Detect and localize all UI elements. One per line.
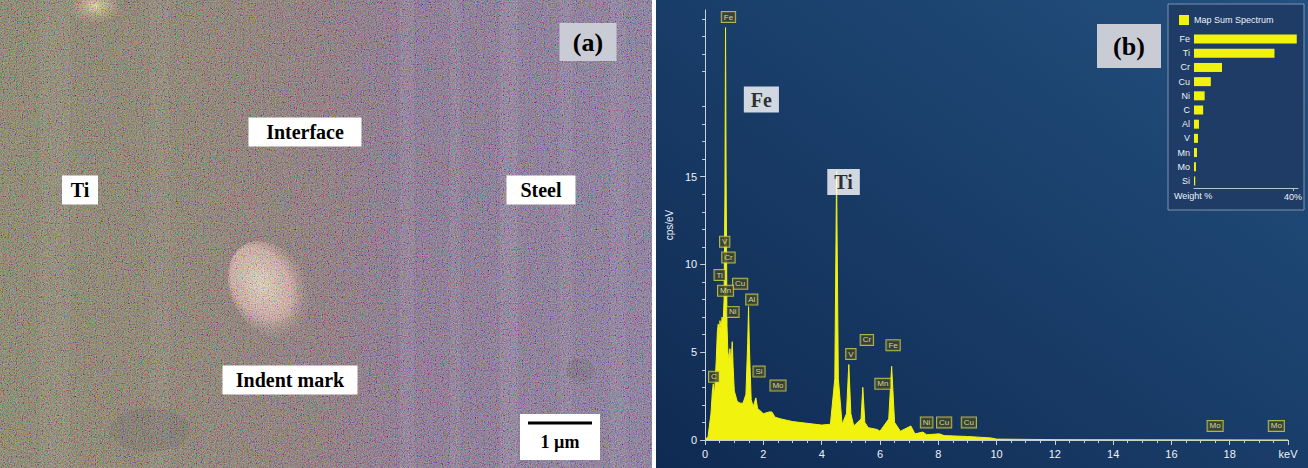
svg-text:Mn: Mn bbox=[720, 286, 731, 295]
svg-text:Mo: Mo bbox=[1271, 421, 1283, 430]
svg-text:C: C bbox=[711, 372, 717, 381]
svg-text:16: 16 bbox=[1165, 448, 1177, 460]
svg-text:C: C bbox=[1184, 105, 1191, 115]
svg-text:Cr: Cr bbox=[863, 335, 872, 344]
svg-text:V: V bbox=[722, 237, 728, 246]
svg-text:Interface: Interface bbox=[266, 121, 344, 143]
svg-text:Cu: Cu bbox=[964, 418, 974, 427]
svg-text:Fe: Fe bbox=[751, 89, 772, 111]
svg-text:40%: 40% bbox=[1284, 192, 1302, 202]
svg-text:12: 12 bbox=[1049, 448, 1061, 460]
svg-text:Steel: Steel bbox=[520, 179, 562, 201]
svg-text:cps/eV: cps/eV bbox=[664, 209, 675, 240]
svg-text:15: 15 bbox=[685, 171, 697, 183]
svg-text:Fe: Fe bbox=[888, 341, 898, 350]
svg-text:keV: keV bbox=[1279, 448, 1299, 460]
svg-text:Ni: Ni bbox=[729, 307, 737, 316]
svg-text:18: 18 bbox=[1224, 448, 1236, 460]
svg-text:1 µm: 1 µm bbox=[541, 432, 580, 452]
svg-text:Ti: Ti bbox=[717, 271, 724, 280]
svg-text:10: 10 bbox=[685, 258, 697, 270]
svg-text:Mo: Mo bbox=[772, 381, 784, 390]
svg-text:8: 8 bbox=[935, 448, 941, 460]
svg-text:Cu: Cu bbox=[939, 418, 949, 427]
svg-text:Ti: Ti bbox=[71, 179, 90, 201]
svg-text:Si: Si bbox=[755, 367, 762, 376]
svg-text:Ni: Ni bbox=[923, 418, 931, 427]
svg-text:Mn: Mn bbox=[877, 379, 888, 388]
svg-text:Ni: Ni bbox=[1182, 91, 1191, 101]
svg-text:0: 0 bbox=[702, 448, 708, 460]
svg-text:14: 14 bbox=[1107, 448, 1119, 460]
svg-text:0: 0 bbox=[691, 434, 697, 446]
svg-text:5: 5 bbox=[691, 346, 697, 358]
svg-text:(b): (b) bbox=[1113, 32, 1145, 61]
svg-text:Ti: Ti bbox=[834, 171, 853, 193]
svg-text:Mo: Mo bbox=[1210, 421, 1222, 430]
svg-text:Al: Al bbox=[748, 295, 755, 304]
svg-text:Mo: Mo bbox=[1177, 162, 1190, 172]
svg-text:Si: Si bbox=[1182, 176, 1190, 186]
svg-text:Al: Al bbox=[1182, 119, 1190, 129]
svg-text:Map Sum Spectrum: Map Sum Spectrum bbox=[1194, 15, 1274, 25]
svg-text:10: 10 bbox=[990, 448, 1002, 460]
svg-text:Cu: Cu bbox=[1178, 77, 1190, 87]
svg-text:Cr: Cr bbox=[724, 253, 733, 262]
svg-text:Fe: Fe bbox=[724, 13, 734, 22]
svg-text:Indent mark: Indent mark bbox=[236, 369, 345, 391]
svg-text:(a): (a) bbox=[573, 28, 603, 57]
svg-text:V: V bbox=[848, 350, 854, 359]
svg-text:Cr: Cr bbox=[1181, 62, 1191, 72]
svg-text:4: 4 bbox=[819, 448, 825, 460]
svg-text:2: 2 bbox=[760, 448, 766, 460]
svg-text:Weight %: Weight % bbox=[1174, 191, 1212, 201]
svg-text:Ti: Ti bbox=[1183, 48, 1190, 58]
svg-text:Cu: Cu bbox=[735, 279, 745, 288]
svg-text:6: 6 bbox=[877, 448, 883, 460]
svg-text:Mn: Mn bbox=[1177, 148, 1190, 158]
svg-text:V: V bbox=[1184, 133, 1190, 143]
svg-text:Fe: Fe bbox=[1179, 34, 1190, 44]
